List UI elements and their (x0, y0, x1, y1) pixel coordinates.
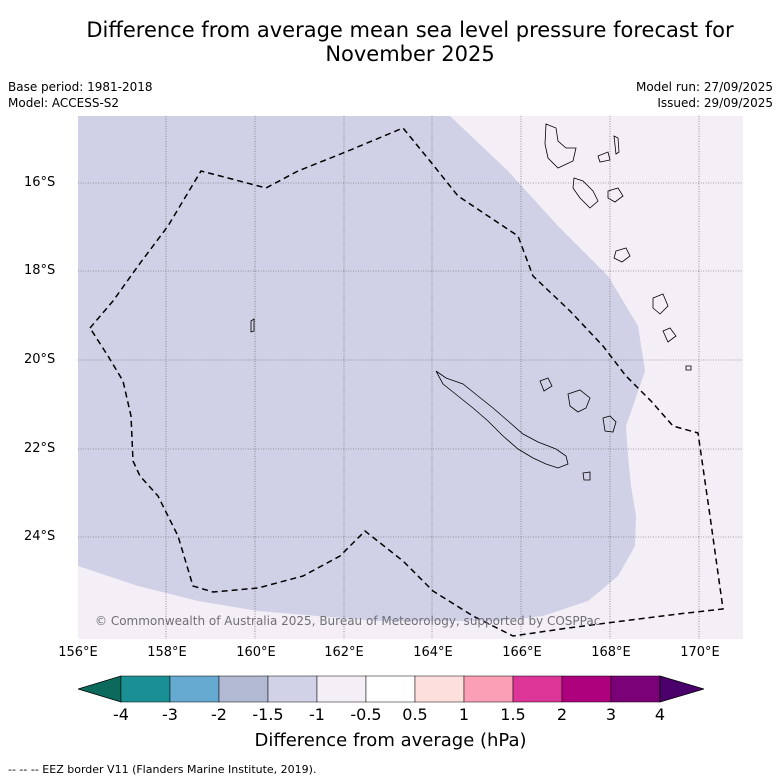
colorbar-tick-label: -2 (211, 705, 227, 724)
hunter-island (685, 365, 692, 371)
lon-label-158e: 158°E (147, 645, 187, 660)
lat-label-24s: 24°S (24, 529, 56, 544)
colorbar-segment (316, 675, 367, 703)
eez-border (89, 127, 724, 637)
lon-label-164e: 164°E (413, 645, 453, 660)
colorbar-segment (610, 675, 661, 703)
colorbar-tick-label: 4 (654, 705, 666, 724)
base-period-text: Base period: 1981-2018 (8, 80, 153, 94)
meta-right: Model run: 27/09/2025 Issued: 29/09/2025 (636, 79, 773, 111)
colorbar-segment (463, 675, 514, 703)
map-panel[interactable]: © Commonwealth of Australia 2025, Bureau… (78, 116, 743, 639)
colorbar-tick-label: 1 (458, 705, 470, 724)
tanna-island (652, 293, 669, 315)
lat-label-22s: 22°S (24, 441, 56, 456)
lat-label-18s: 18°S (24, 263, 56, 278)
colorbar-segment (218, 675, 269, 703)
colorbar-under-triangle (78, 675, 122, 703)
colorbar-tick-label: -0.5 (350, 705, 382, 724)
erromango-island (613, 247, 631, 263)
colorbar-tick-label: 3 (605, 705, 617, 724)
colorbar-segment (561, 675, 612, 703)
lat-label-16s: 16°S (24, 175, 56, 190)
colorbar-label: Difference from average (hPa) (254, 730, 527, 751)
colorbar-segment (365, 675, 416, 703)
meta-left: Base period: 1981-2018 Model: ACCESS-S2 (8, 79, 153, 111)
colorbar-tick-label: -3 (162, 705, 178, 724)
mare-island (602, 415, 617, 433)
isle-of-pines (582, 471, 591, 481)
copyright-notice: © Commonwealth of Australia 2025, Bureau… (95, 614, 601, 628)
chesterfield-reef (250, 318, 255, 333)
lon-label-166e: 166°E (502, 645, 542, 660)
ouvea-island (539, 377, 553, 392)
colorbar-segment (267, 675, 318, 703)
colorbar-tick-label: 1.5 (500, 705, 526, 724)
issued-text: Issued: 29/09/2025 (657, 96, 773, 110)
colorbar-tick-label: 2 (556, 705, 568, 724)
lon-label-168e: 168°E (591, 645, 631, 660)
anomaly-region-minus-1-5 (78, 116, 645, 621)
lat-label-20s: 20°S (24, 352, 56, 367)
lifou-island (567, 389, 591, 413)
malakula-island (572, 177, 599, 209)
colorbar-tick-label: 0.5 (402, 705, 428, 724)
pentecost-island (613, 135, 620, 155)
lon-label-156e: 156°E (58, 645, 98, 660)
aneityum-island (662, 327, 677, 343)
model-text: Model: ACCESS-S2 (8, 96, 120, 110)
colorbar (78, 675, 704, 703)
colorbar-over-triangle (659, 675, 704, 703)
efate-island (607, 187, 624, 203)
colorbar-tick-label: -4 (113, 705, 129, 724)
maewo-island (597, 151, 611, 163)
model-run-text: Model run: 27/09/2025 (635, 80, 773, 94)
colorbar-segment (512, 675, 563, 703)
espiritu-santo-island (544, 123, 577, 169)
new-caledonia-island (435, 370, 569, 469)
footnote-eez: -- -- -- EEZ border V11 (Flanders Marine… (8, 763, 317, 776)
lon-label-162e: 162°E (324, 645, 364, 660)
colorbar-tick-label: -1.5 (252, 705, 284, 724)
map-canvas (78, 116, 743, 639)
colorbar-segment (120, 675, 171, 703)
colorbar-segment (169, 675, 220, 703)
colorbar-segment (414, 675, 465, 703)
colorbar-tick-label: -1 (309, 705, 325, 724)
map-title: Difference from average mean sea level p… (86, 18, 734, 66)
lon-label-160e: 160°E (236, 645, 276, 660)
lon-label-170e: 170°E (680, 645, 720, 660)
